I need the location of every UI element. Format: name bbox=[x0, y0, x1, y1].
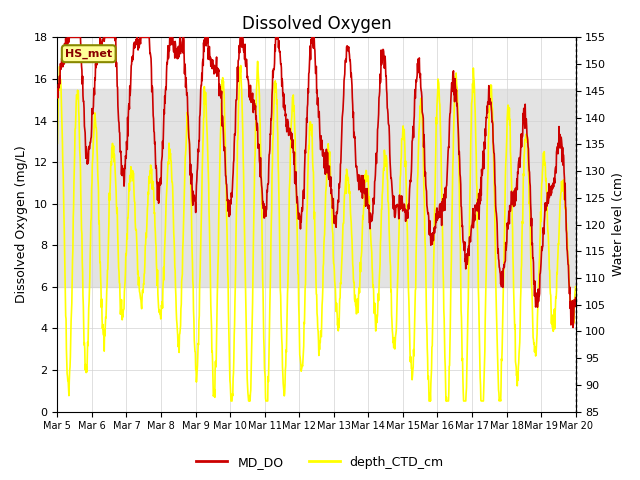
Legend: MD_DO, depth_CTD_cm: MD_DO, depth_CTD_cm bbox=[191, 451, 449, 474]
Y-axis label: Water level (cm): Water level (cm) bbox=[612, 173, 625, 276]
Y-axis label: Dissolved Oxygen (mg/L): Dissolved Oxygen (mg/L) bbox=[15, 145, 28, 303]
Text: HS_met: HS_met bbox=[65, 48, 112, 59]
Bar bbox=[58, 89, 575, 287]
Title: Dissolved Oxygen: Dissolved Oxygen bbox=[242, 15, 391, 33]
